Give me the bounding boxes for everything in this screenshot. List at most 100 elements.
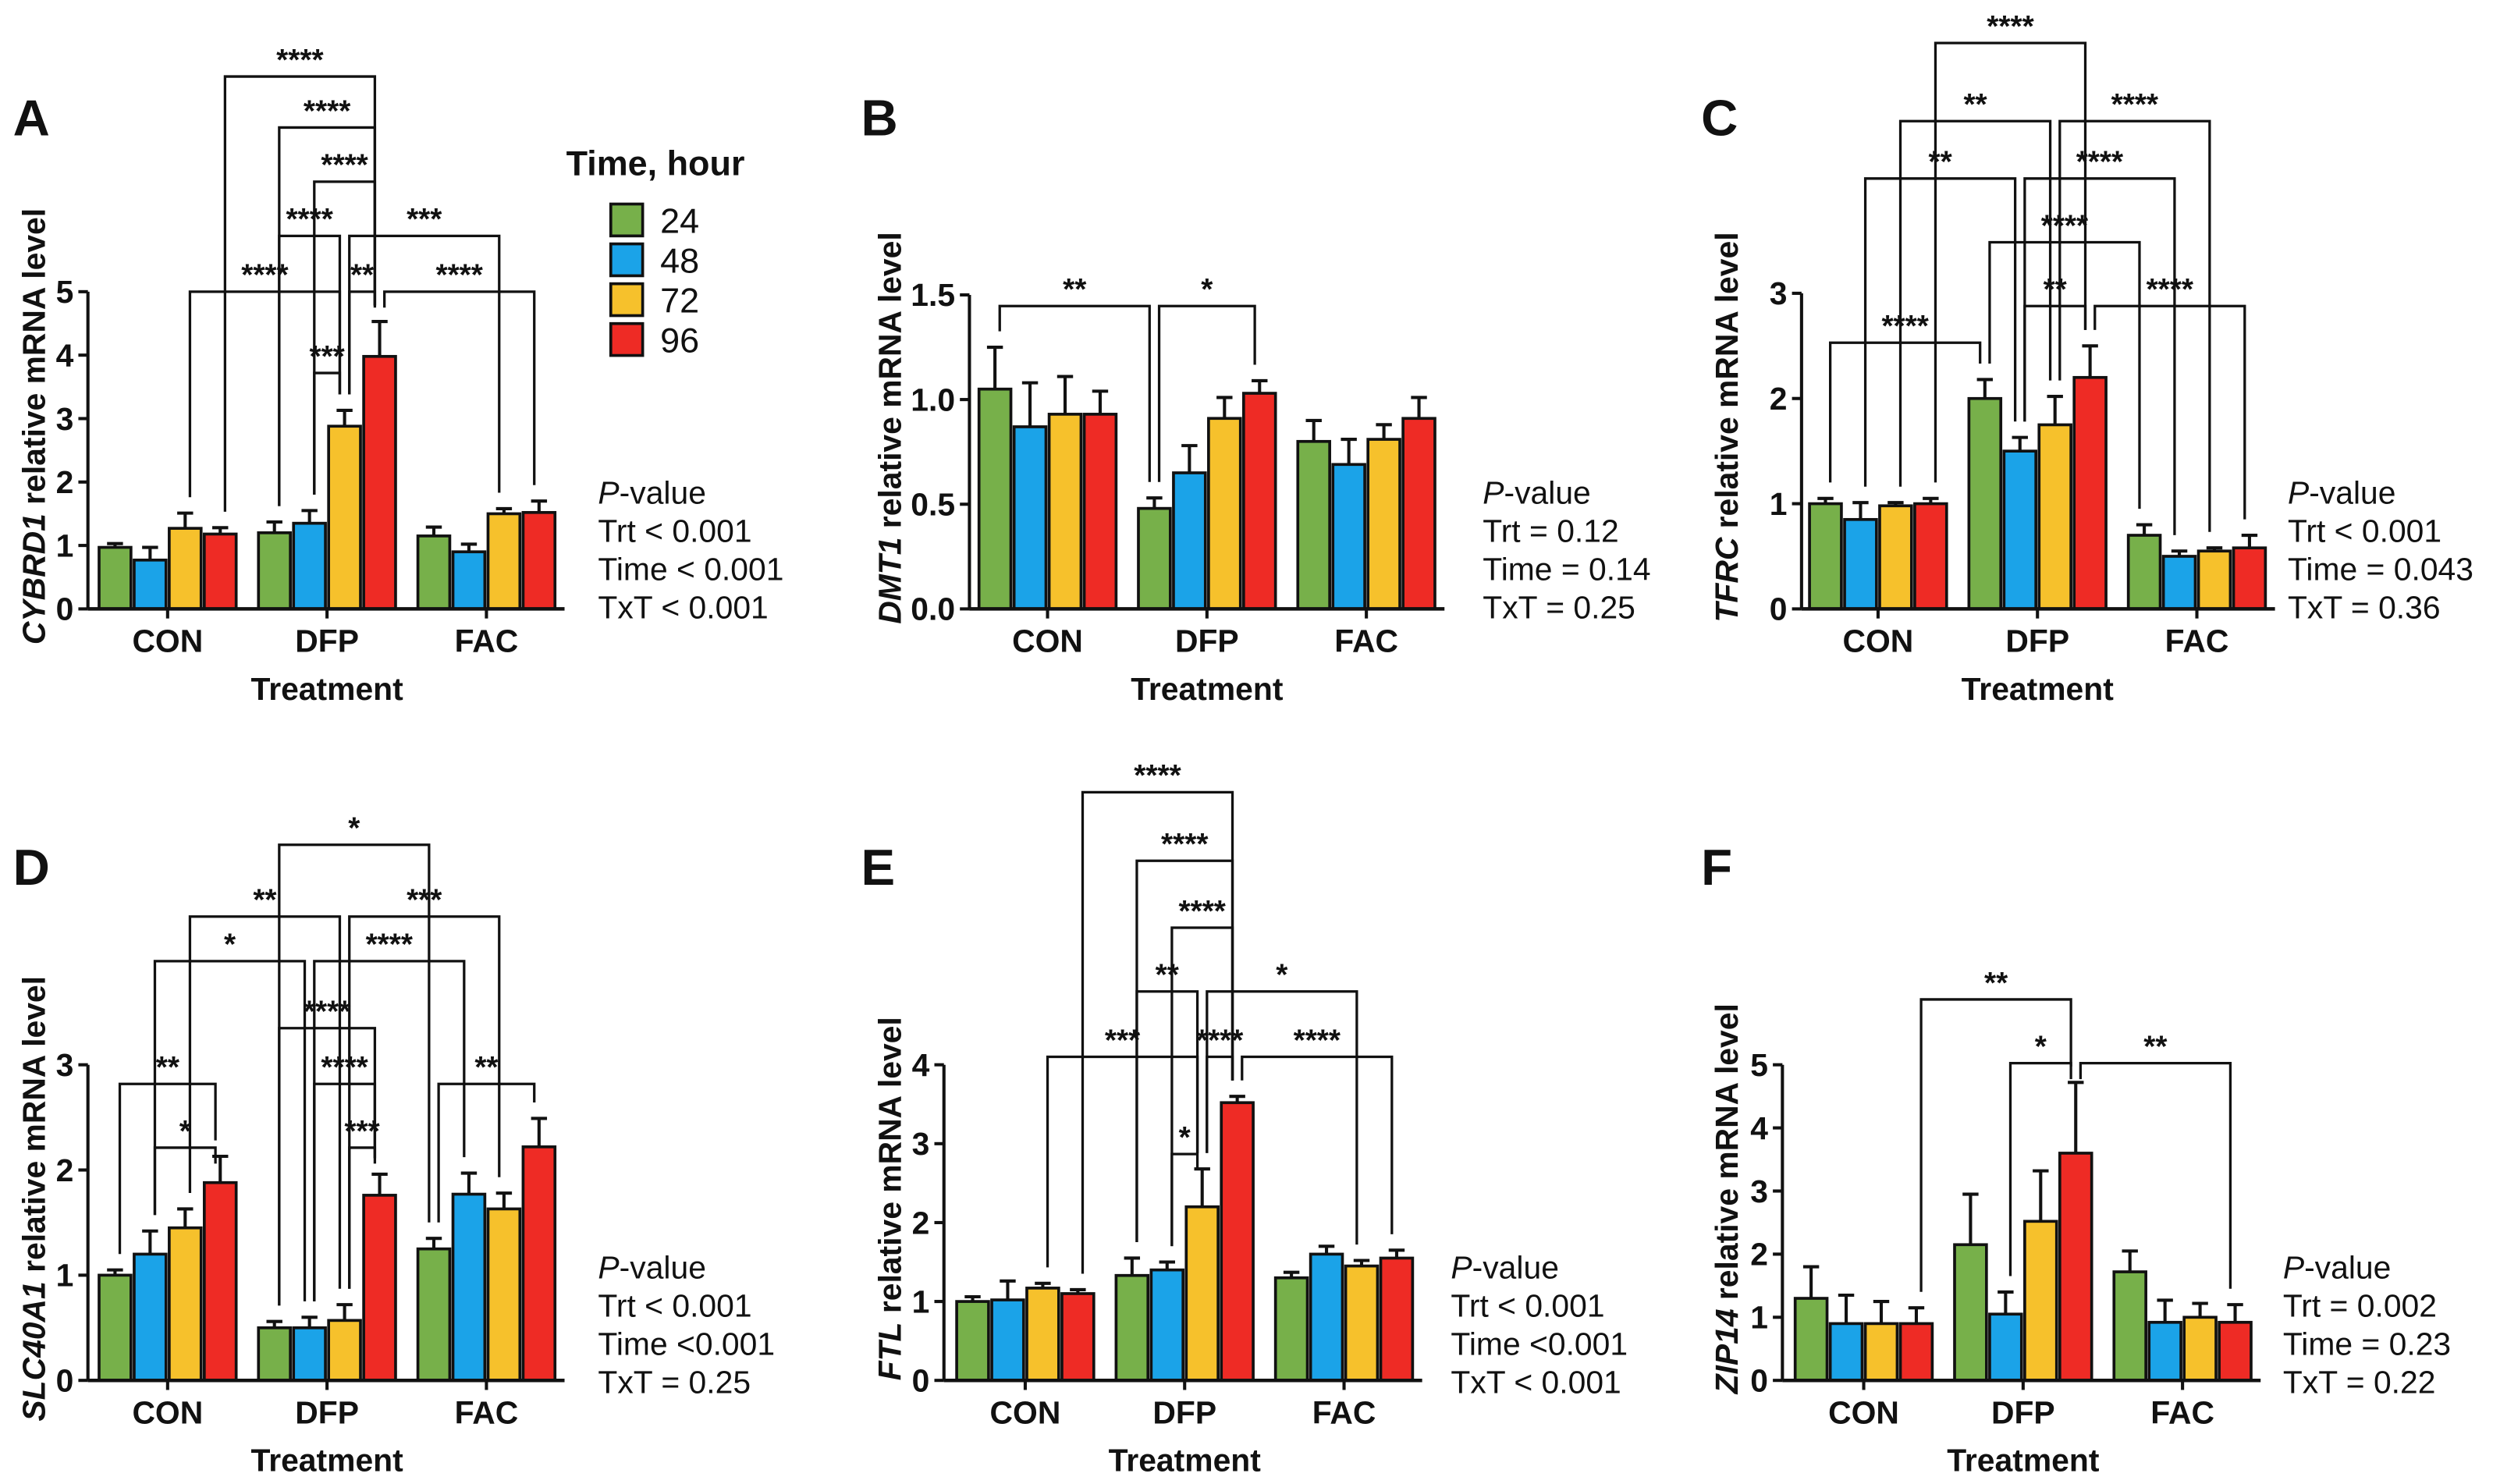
pvalue-heading: P-value	[1483, 475, 1591, 511]
pvalue-p: P	[2283, 1249, 2304, 1285]
y-tick-label: 1	[56, 527, 74, 563]
bar-fac-96	[521, 1145, 557, 1383]
bar-con-24	[98, 545, 133, 611]
y-tick-label: 1	[912, 1283, 930, 1319]
panel-letter: F	[1701, 839, 1732, 896]
x-axis-label: Treatment	[251, 671, 404, 707]
bar-con-72	[1025, 1287, 1060, 1383]
significance-stars: **	[1963, 88, 1987, 122]
y-axis-gene: FTL	[872, 1322, 908, 1380]
bar-con-72	[1878, 504, 1913, 611]
bar-con-96	[202, 1180, 238, 1383]
pvalue-rest: -value	[1504, 475, 1591, 511]
y-tick-label: 5	[1750, 1047, 1768, 1083]
y-axis-label-suffix: relative mRNA level	[872, 1017, 908, 1322]
y-axis-label-suffix: relative mRNA level	[1709, 232, 1745, 537]
significance-bracket	[2058, 119, 2211, 532]
pvalue-p: P	[1483, 475, 1504, 511]
significance-stars: **	[350, 259, 375, 293]
bar-dfp-48	[1172, 471, 1207, 611]
significance-stars: ****	[321, 1051, 368, 1085]
x-tick-label: CON	[1828, 1394, 1899, 1430]
pvalue-line: Trt < 0.001	[598, 1287, 751, 1323]
pvalue-line: TxT = 0.36	[2288, 590, 2441, 626]
y-tick-label: 3	[1770, 275, 1788, 311]
pvalue-rest: -value	[2304, 1249, 2391, 1285]
y-tick-label: 1	[1750, 1300, 1768, 1336]
x-axis-label: Treatment	[251, 1443, 404, 1479]
bar-con-72	[168, 1226, 203, 1383]
significance-bracket	[188, 915, 342, 1289]
bar-con-24	[1808, 502, 1843, 611]
y-tick-label: 3	[56, 1047, 74, 1083]
bar-con-96	[1060, 1292, 1096, 1383]
pvalue-rest: -value	[620, 475, 706, 511]
bar-dfp-96	[362, 1194, 397, 1383]
significance-stars: ****	[1196, 1024, 1244, 1057]
significance-stars: **	[1156, 959, 1180, 992]
y-tick-label: 4	[912, 1047, 930, 1083]
bar-fac-48	[2161, 555, 2197, 611]
x-tick-label: DFP	[1152, 1394, 1216, 1430]
legend-label: 72	[660, 280, 699, 320]
significance-stars: ****	[366, 928, 414, 962]
bar-dfp-96	[2072, 375, 2108, 611]
significance-stars: ****	[2111, 88, 2159, 122]
significance-stars: ****	[435, 259, 483, 293]
significance-stars: ****	[286, 203, 333, 236]
y-axis-label: SLC40A1 relative mRNA level	[16, 976, 52, 1422]
significance-stars: *	[1179, 1121, 1191, 1155]
x-tick-label: DFP	[1175, 623, 1239, 659]
legend-swatch-24	[609, 202, 645, 238]
significance-bracket	[1081, 790, 1234, 1274]
bar-fac-24	[416, 534, 452, 611]
pvalue-line: TxT = 0.25	[1483, 590, 1635, 626]
bar-fac-48	[1309, 1252, 1344, 1383]
significance-bracket	[1919, 998, 2072, 1292]
y-tick-label: 1.5	[911, 277, 955, 313]
pvalue-line: TxT = 0.22	[2283, 1365, 2436, 1401]
y-axis-label-suffix: relative mRNA level	[16, 976, 52, 1281]
x-tick-label: FAC	[455, 623, 519, 659]
bar-con-72	[1863, 1322, 1899, 1383]
legend-swatch-72	[609, 282, 645, 318]
x-tick-label: FAC	[2150, 1394, 2214, 1430]
x-tick-label: FAC	[2165, 623, 2229, 659]
legend-swatch-96	[609, 321, 645, 357]
x-axis-label: Treatment	[1109, 1443, 1262, 1479]
pvalue-p: P	[2288, 475, 2309, 511]
bar-dfp-72	[327, 424, 362, 611]
bar-con-96	[202, 532, 238, 611]
x-tick-label: FAC	[1312, 1394, 1376, 1430]
bar-dfp-48	[1988, 1312, 2023, 1383]
y-axis-label: DMT1 relative mRNA level	[872, 232, 908, 623]
significance-bracket	[1206, 990, 1358, 1245]
bar-con-48	[1828, 1322, 1864, 1383]
significance-stars: ****	[304, 996, 351, 1029]
x-tick-label: CON	[132, 623, 203, 659]
y-tick-label: 0	[1750, 1363, 1768, 1399]
bar-dfp-96	[1220, 1101, 1255, 1383]
x-tick-label: FAC	[455, 1394, 519, 1430]
significance-bracket	[313, 960, 466, 1301]
significance-stars: **	[474, 1051, 499, 1085]
bar-con-96	[1082, 413, 1118, 611]
y-tick-label: 4	[56, 337, 74, 373]
significance-stars: **	[1063, 273, 1087, 307]
significance-stars: ****	[321, 149, 368, 183]
significance-bracket	[1135, 990, 1199, 1243]
significance-stars: **	[253, 884, 277, 918]
significance-bracket	[437, 1082, 536, 1223]
bar-fac-48	[2147, 1320, 2182, 1383]
significance-bracket	[223, 75, 377, 512]
bar-dfp-24	[257, 531, 292, 611]
y-axis-label: TFRC relative mRNA level	[1709, 232, 1745, 622]
significance-bracket	[153, 960, 307, 1301]
pvalue-heading: P-value	[598, 475, 705, 511]
bar-dfp-48	[292, 1326, 327, 1383]
pvalue-line: Trt = 0.002	[2283, 1287, 2437, 1323]
